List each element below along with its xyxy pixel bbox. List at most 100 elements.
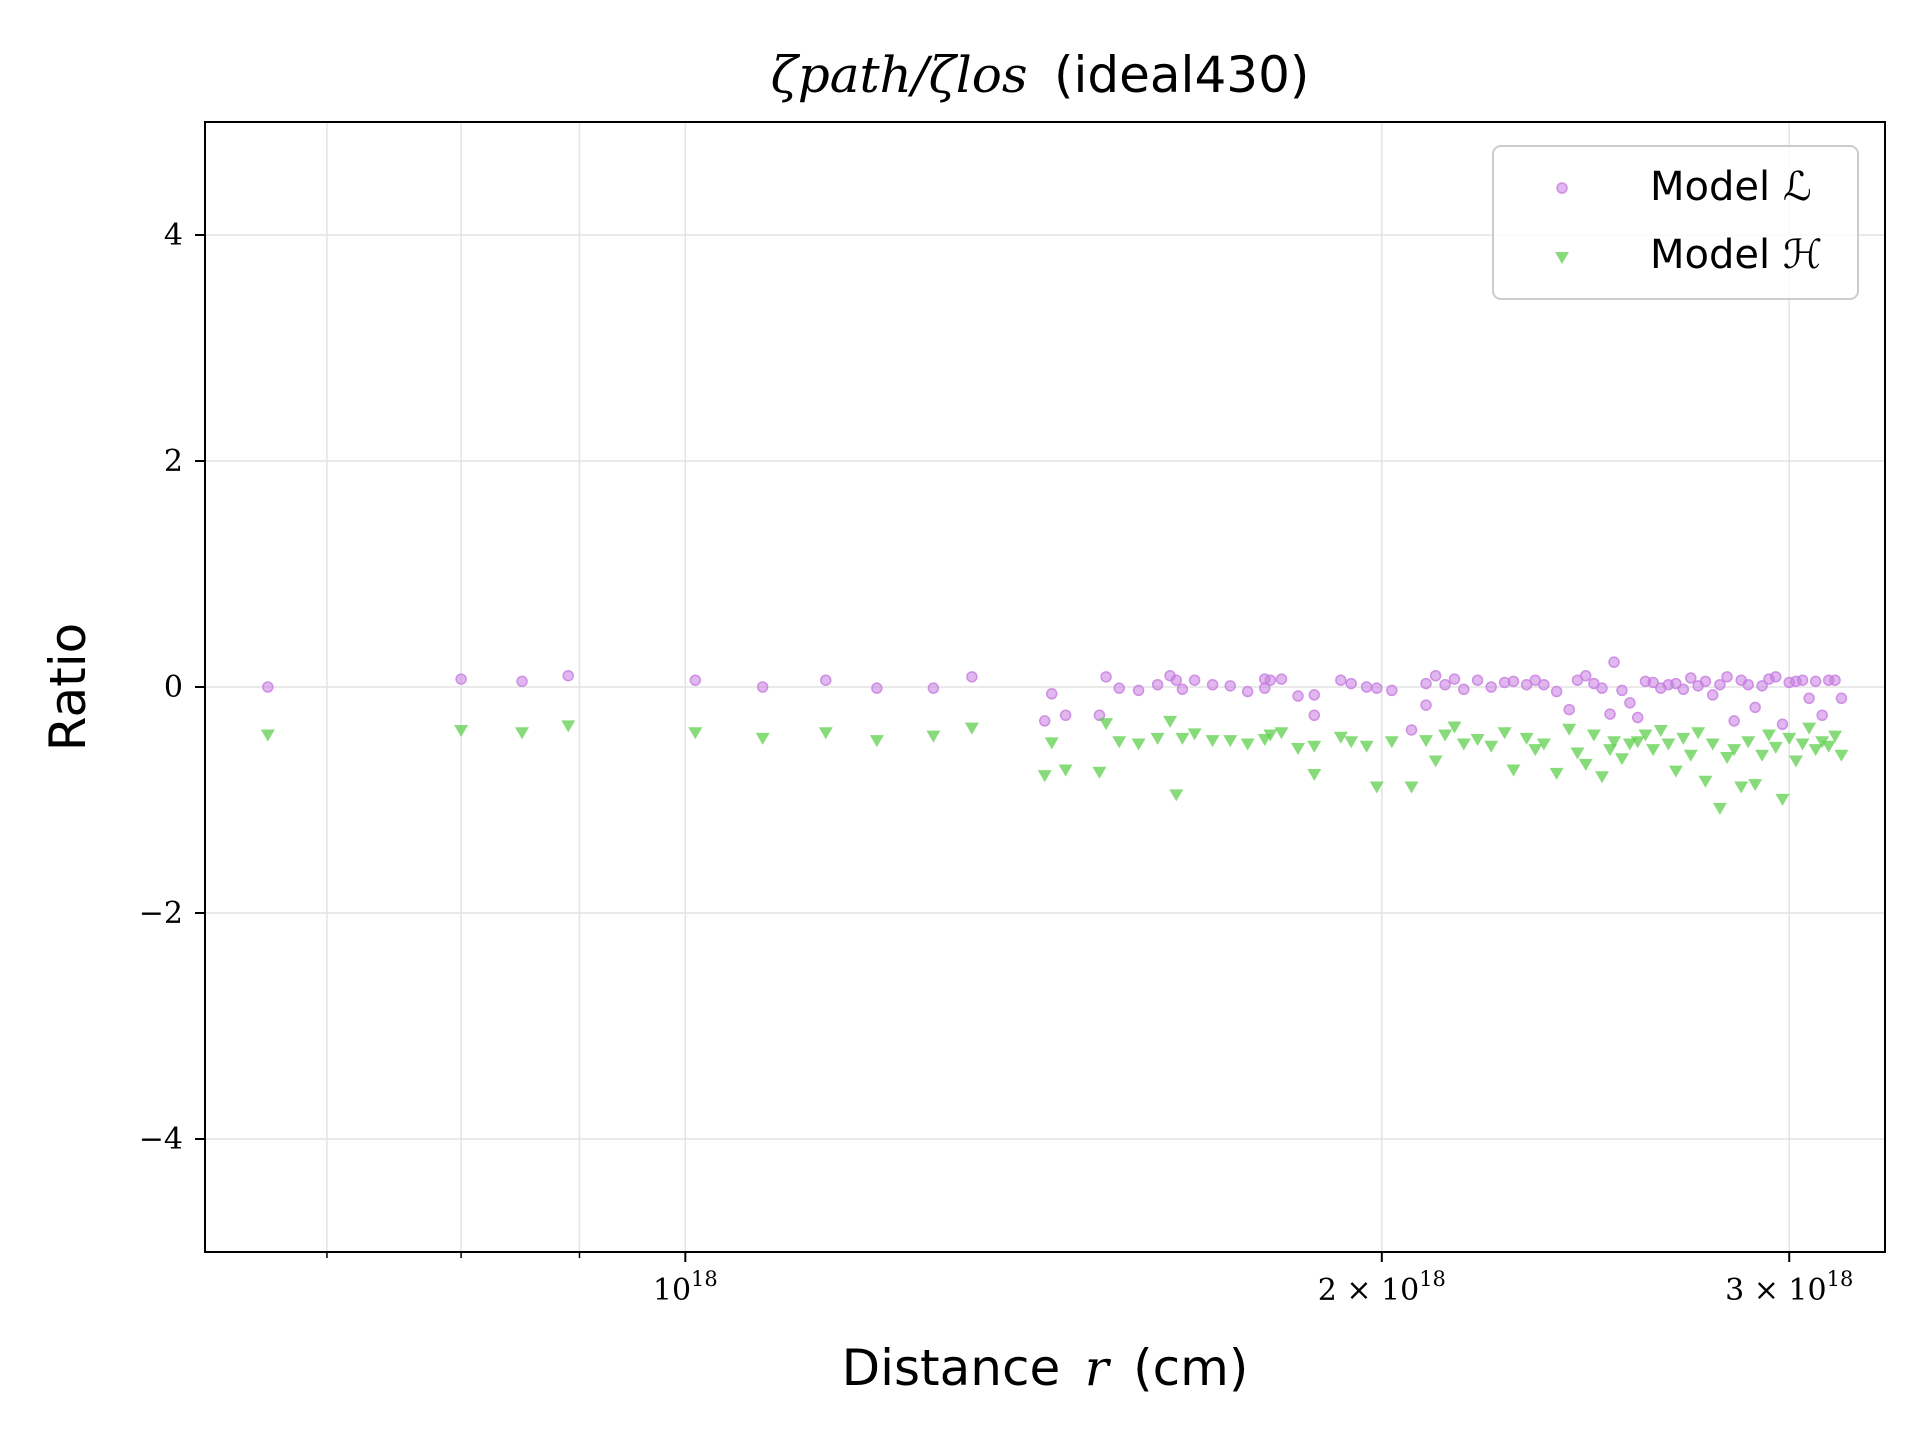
point-series-1 xyxy=(1748,779,1763,792)
point-series-1 xyxy=(1741,736,1756,749)
y-axis-label: Ratio xyxy=(39,623,97,751)
point-series-1 xyxy=(1614,753,1629,766)
x-tick-label-base: 10 xyxy=(1788,1273,1826,1308)
point-series-0 xyxy=(1345,677,1357,690)
legend-label-model-h: Model ℋ xyxy=(1650,232,1822,278)
point-series-0 xyxy=(1728,715,1740,727)
x-tick-label-base: 10 xyxy=(653,1273,691,1308)
point-series-0 xyxy=(1685,672,1697,684)
point-series-1 xyxy=(1404,781,1419,794)
x-axis-label-unit: (cm) xyxy=(1133,1339,1248,1397)
point-series-1 xyxy=(1092,766,1107,779)
point-series-1 xyxy=(1755,749,1770,762)
point-series-0 xyxy=(1258,682,1271,694)
point-series-0 xyxy=(1816,709,1828,721)
point-series-0 xyxy=(1538,678,1550,691)
point-series-0 xyxy=(1596,682,1608,694)
point-series-1 xyxy=(1058,764,1073,777)
point-series-0 xyxy=(1756,680,1768,692)
legend-box xyxy=(1492,145,1859,300)
point-series-0 xyxy=(1803,692,1815,705)
x-tick-label-base: 10 xyxy=(1381,1273,1419,1308)
point-series-0 xyxy=(262,681,274,693)
point-series-0 xyxy=(1579,669,1592,682)
x-tick-label-exponent: 18 xyxy=(1827,1267,1854,1291)
point-series-0 xyxy=(1563,703,1575,716)
point-series-1 xyxy=(1112,736,1127,749)
point-series-1 xyxy=(1815,736,1830,749)
point-series-0 xyxy=(1151,678,1164,691)
point-series-0 xyxy=(1371,682,1383,694)
point-series-0 xyxy=(1520,678,1533,691)
point-series-0 xyxy=(1631,711,1644,724)
point-series-1 xyxy=(1661,738,1676,751)
point-series-1 xyxy=(1653,724,1668,737)
point-series-0 xyxy=(1749,701,1761,714)
x-axis-label: Distance r (cm) xyxy=(842,1339,1249,1397)
point-series-1 xyxy=(1519,732,1534,745)
point-series-1 xyxy=(1775,793,1790,806)
point-series-0 xyxy=(1670,677,1682,690)
point-series-0 xyxy=(1420,677,1432,690)
point-series-1 xyxy=(1369,781,1384,794)
point-series-0 xyxy=(1059,709,1072,721)
point-series-0 xyxy=(1699,675,1712,688)
point-series-1 xyxy=(1307,769,1322,782)
chart-title-math: ζpath/ζlos xyxy=(771,46,1028,104)
point-series-1 xyxy=(1307,740,1322,753)
point-series-0 xyxy=(1308,709,1321,721)
point-series-0 xyxy=(1241,685,1254,698)
x-axis-label-var: r xyxy=(1085,1339,1112,1397)
point-series-0 xyxy=(1706,689,1719,701)
point-series-1 xyxy=(1578,758,1593,771)
point-series-0 xyxy=(1835,692,1848,705)
point-series-1 xyxy=(1428,755,1443,768)
point-series-1 xyxy=(1586,729,1601,742)
chart-title: ζpath/ζlos (ideal430) xyxy=(771,46,1310,104)
plot-area-frame xyxy=(204,121,1886,1253)
point-series-0 xyxy=(1507,675,1520,688)
point-series-1 xyxy=(1712,802,1727,815)
point-series-1 xyxy=(1274,727,1289,740)
point-series-1 xyxy=(1788,755,1803,768)
point-series-1 xyxy=(1646,744,1661,757)
point-series-1 xyxy=(1169,789,1184,802)
point-series-1 xyxy=(1497,727,1512,740)
point-series-0 xyxy=(1292,690,1304,702)
point-series-1 xyxy=(1727,744,1742,757)
point-series-0 xyxy=(1405,724,1418,736)
point-series-1 xyxy=(1834,749,1849,762)
point-series-0 xyxy=(1360,681,1373,693)
y-tick-label: 0 xyxy=(164,670,183,705)
x-axis-label-text: Distance xyxy=(842,1339,1061,1397)
point-series-0 xyxy=(1170,674,1183,686)
point-series-0 xyxy=(1429,669,1442,682)
chart-title-text: (ideal430) xyxy=(1054,46,1309,104)
point-series-1 xyxy=(1630,736,1645,749)
point-series-1 xyxy=(1187,728,1202,741)
y-tick-label: 4 xyxy=(164,218,183,253)
point-series-0 xyxy=(1647,676,1659,689)
point-series-0 xyxy=(1275,673,1288,685)
point-series-1 xyxy=(1607,736,1622,749)
point-series-1 xyxy=(1595,771,1610,784)
point-series-1 xyxy=(1163,715,1178,728)
x-tick-label-exponent: 18 xyxy=(1419,1267,1446,1291)
point-series-1 xyxy=(1044,737,1059,750)
point-series-1 xyxy=(1240,738,1255,751)
point-series-0 xyxy=(1550,685,1563,698)
point-series-1 xyxy=(561,720,576,733)
point-series-0 xyxy=(1769,671,1782,683)
point-series-0 xyxy=(1742,678,1754,691)
y-tick-label: 2 xyxy=(164,444,183,479)
point-series-0 xyxy=(1471,674,1484,686)
x-tick-label-coef: 2 × xyxy=(1318,1273,1381,1308)
point-series-0 xyxy=(927,682,940,694)
point-series-0 xyxy=(455,673,467,685)
point-series-0 xyxy=(562,669,574,682)
point-series-0 xyxy=(1796,674,1809,686)
point-series-1 xyxy=(1720,752,1735,765)
x-tick-label: 1018 xyxy=(653,1267,718,1308)
point-series-0 xyxy=(689,674,702,686)
